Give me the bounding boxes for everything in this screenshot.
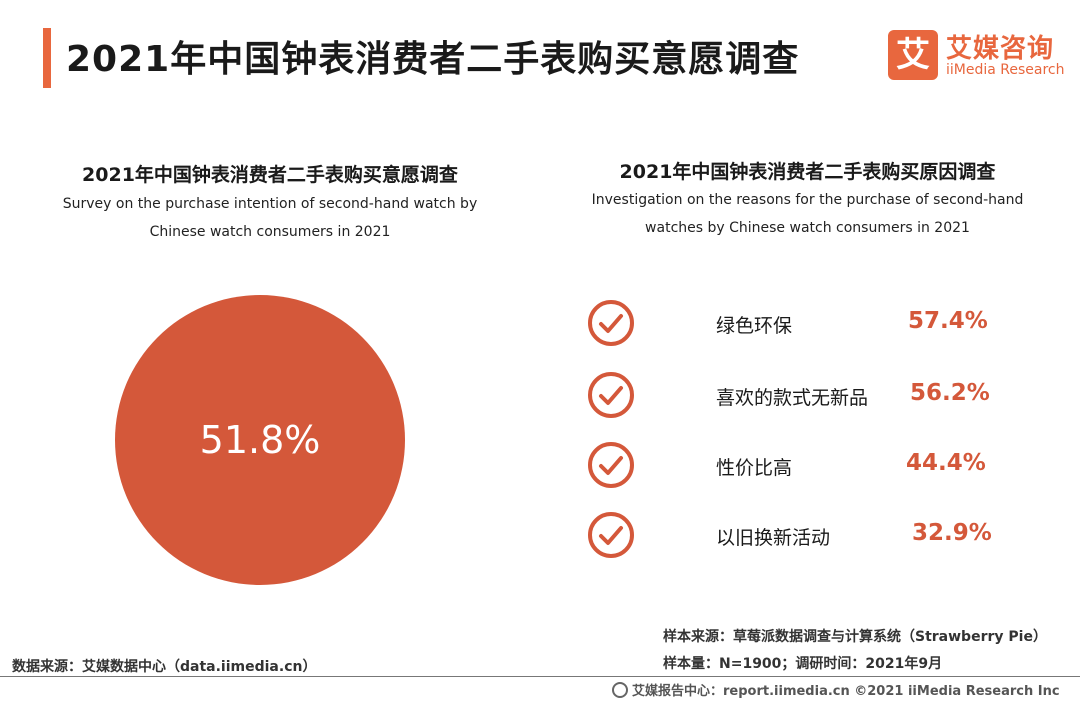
check-circle-icon: [588, 300, 634, 346]
reason-value: 44.4%: [906, 450, 986, 476]
reason-label: 性价比高: [716, 457, 793, 479]
title-accent-bar: [43, 28, 51, 88]
reason-item: 绿色环保 57.4%: [586, 298, 1006, 354]
page-title: 2021年中国钟表消费者二手表购买意愿调查: [66, 39, 800, 80]
left-subtitle-line-2: Chinese watch consumers in 2021: [149, 224, 391, 240]
left-subtitle-line-1: Survey on the purchase intention of seco…: [62, 196, 478, 212]
reason-value: 56.2%: [910, 380, 990, 406]
left-chart-title: 2021年中国钟表消费者二手表购买意愿调查: [82, 164, 458, 186]
logo-mark-icon: 艾: [888, 30, 938, 80]
reason-value: 57.4%: [908, 308, 988, 334]
check-circle-icon: [588, 372, 634, 418]
footer-divider: [0, 676, 1080, 677]
pie-value-label: 51.8%: [200, 418, 321, 462]
iimedia-logo: 艾 艾媒咨询 iiMedia Research: [888, 30, 1068, 82]
sample-size-note: 样本量：N=1900；调研时间：2021年9月: [663, 656, 943, 672]
right-chart-subtitle: Investigation on the reasons for the pur…: [560, 186, 1055, 242]
footer-label: 艾媒报告中心：report.iimedia.cn ©2021 iiMedia R…: [632, 684, 1060, 699]
reason-label: 喜欢的款式无新品: [716, 387, 869, 409]
right-subtitle-line-2: watches by Chinese watch consumers in 20…: [645, 220, 970, 236]
intention-pie-chart: 51.8%: [115, 295, 405, 585]
data-source-note: 数据来源：艾媒数据中心（data.iimedia.cn）: [12, 659, 317, 675]
sample-source-note: 样本来源：草莓派数据调查与计算系统（Strawberry Pie）: [663, 629, 1047, 645]
footer-text: 艾媒报告中心：report.iimedia.cn ©2021 iiMedia R…: [612, 680, 1060, 699]
right-chart-title: 2021年中国钟表消费者二手表购买原因调查: [619, 161, 996, 183]
logo-cn-text: 艾媒咨询: [946, 34, 1055, 64]
reason-item: 喜欢的款式无新品 56.2%: [586, 370, 1006, 426]
check-circle-icon: [588, 442, 634, 488]
check-circle-icon: [588, 512, 634, 558]
left-chart-subtitle: Survey on the purchase intention of seco…: [20, 190, 520, 246]
globe-icon: [612, 682, 628, 698]
reason-item: 以旧换新活动 32.9%: [586, 510, 1006, 566]
reason-value: 32.9%: [912, 520, 992, 546]
reason-label: 以旧换新活动: [716, 527, 831, 549]
reason-item: 性价比高 44.4%: [586, 440, 1006, 496]
pie-slice: [115, 295, 405, 585]
logo-en-text: iiMedia Research: [946, 62, 1065, 78]
right-subtitle-line-1: Investigation on the reasons for the pur…: [591, 192, 1024, 208]
reason-label: 绿色环保: [716, 315, 793, 337]
